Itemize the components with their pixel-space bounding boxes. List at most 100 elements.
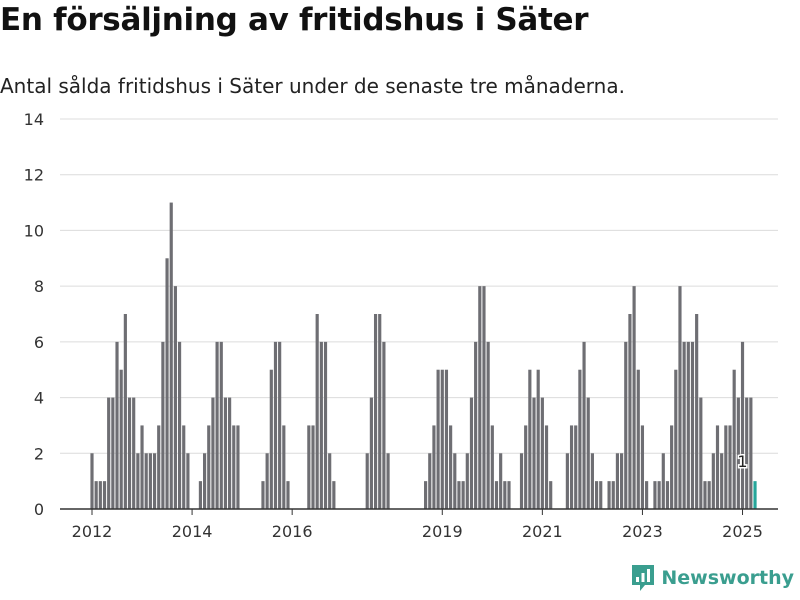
bar xyxy=(474,341,478,509)
bar xyxy=(102,481,107,509)
bar xyxy=(478,286,482,509)
bar xyxy=(223,397,228,509)
bar xyxy=(94,481,98,509)
y-tick-label: 0 xyxy=(34,500,44,519)
bar xyxy=(544,425,549,509)
bar xyxy=(132,397,136,509)
bar xyxy=(219,341,223,509)
bar xyxy=(323,341,328,509)
bar xyxy=(628,314,632,509)
bar xyxy=(332,481,336,509)
bar xyxy=(98,481,102,509)
x-tick-label: 2012 xyxy=(72,522,113,541)
bar xyxy=(115,341,119,509)
bar xyxy=(148,453,152,509)
bar xyxy=(507,481,511,509)
bar xyxy=(532,397,536,509)
bar xyxy=(482,286,486,509)
bar xyxy=(378,314,382,509)
bar xyxy=(282,425,286,509)
bar xyxy=(198,481,203,509)
newsworthy-brand[interactable]: Newsworthy xyxy=(631,564,794,592)
bar xyxy=(632,286,636,509)
bar xyxy=(432,425,436,509)
bar xyxy=(127,397,132,509)
bar xyxy=(465,453,469,509)
y-tick-label: 2 xyxy=(34,444,44,463)
bar xyxy=(269,369,273,509)
bar xyxy=(386,453,390,509)
bar xyxy=(636,369,640,509)
bar xyxy=(278,341,282,509)
bar xyxy=(715,425,720,509)
bar xyxy=(565,453,569,509)
x-tick-label: 2014 xyxy=(172,522,213,541)
bar xyxy=(486,341,490,509)
bar xyxy=(728,425,732,509)
bar xyxy=(311,425,315,509)
bar xyxy=(440,369,444,509)
bar xyxy=(373,314,378,509)
bar xyxy=(236,425,240,509)
bar xyxy=(365,453,369,509)
bar xyxy=(586,397,590,509)
bar xyxy=(707,481,711,509)
bar xyxy=(569,425,574,509)
bar xyxy=(574,425,578,509)
bar xyxy=(494,481,499,509)
bar xyxy=(599,481,603,509)
bar xyxy=(152,453,157,509)
bar xyxy=(640,425,645,509)
bar xyxy=(661,453,665,509)
x-tick-label: 2021 xyxy=(522,522,563,541)
bar xyxy=(457,481,461,509)
bar xyxy=(307,425,311,509)
bar xyxy=(107,397,111,509)
bar xyxy=(461,481,465,509)
bar xyxy=(711,453,715,509)
bar xyxy=(449,425,453,509)
bar xyxy=(211,397,215,509)
bar xyxy=(732,369,736,509)
bar xyxy=(686,341,690,509)
bar xyxy=(261,481,265,509)
bar xyxy=(653,481,657,509)
bar xyxy=(265,453,269,509)
bar xyxy=(182,425,186,509)
bar xyxy=(682,341,686,509)
bar xyxy=(624,341,628,509)
brand-name: Newsworthy xyxy=(661,567,794,589)
bar xyxy=(173,286,177,509)
y-tick-label: 8 xyxy=(34,277,44,296)
bar xyxy=(536,369,540,509)
bar xyxy=(528,369,532,509)
x-tick-label: 2019 xyxy=(422,522,463,541)
bar xyxy=(620,453,624,509)
bar xyxy=(424,481,428,509)
bar xyxy=(369,397,373,509)
bar xyxy=(695,314,699,509)
bar xyxy=(657,481,661,509)
bar xyxy=(207,425,211,509)
bar xyxy=(315,314,319,509)
bar xyxy=(678,286,682,509)
y-tick-label: 10 xyxy=(24,221,44,240)
y-tick-label: 12 xyxy=(24,166,44,185)
y-tick-label: 14 xyxy=(24,110,44,129)
y-tick-label: 6 xyxy=(34,333,44,352)
bar xyxy=(144,453,148,509)
bar xyxy=(745,397,749,509)
bar xyxy=(665,481,670,509)
bar xyxy=(645,481,649,509)
bar xyxy=(186,453,190,509)
bar xyxy=(749,397,753,509)
bar xyxy=(286,481,290,509)
bar xyxy=(228,397,232,509)
bar xyxy=(540,397,544,509)
bar xyxy=(215,341,219,509)
bar xyxy=(578,369,582,509)
bar xyxy=(140,425,144,509)
bar xyxy=(177,341,182,509)
bar xyxy=(161,341,165,509)
bar xyxy=(169,202,173,510)
